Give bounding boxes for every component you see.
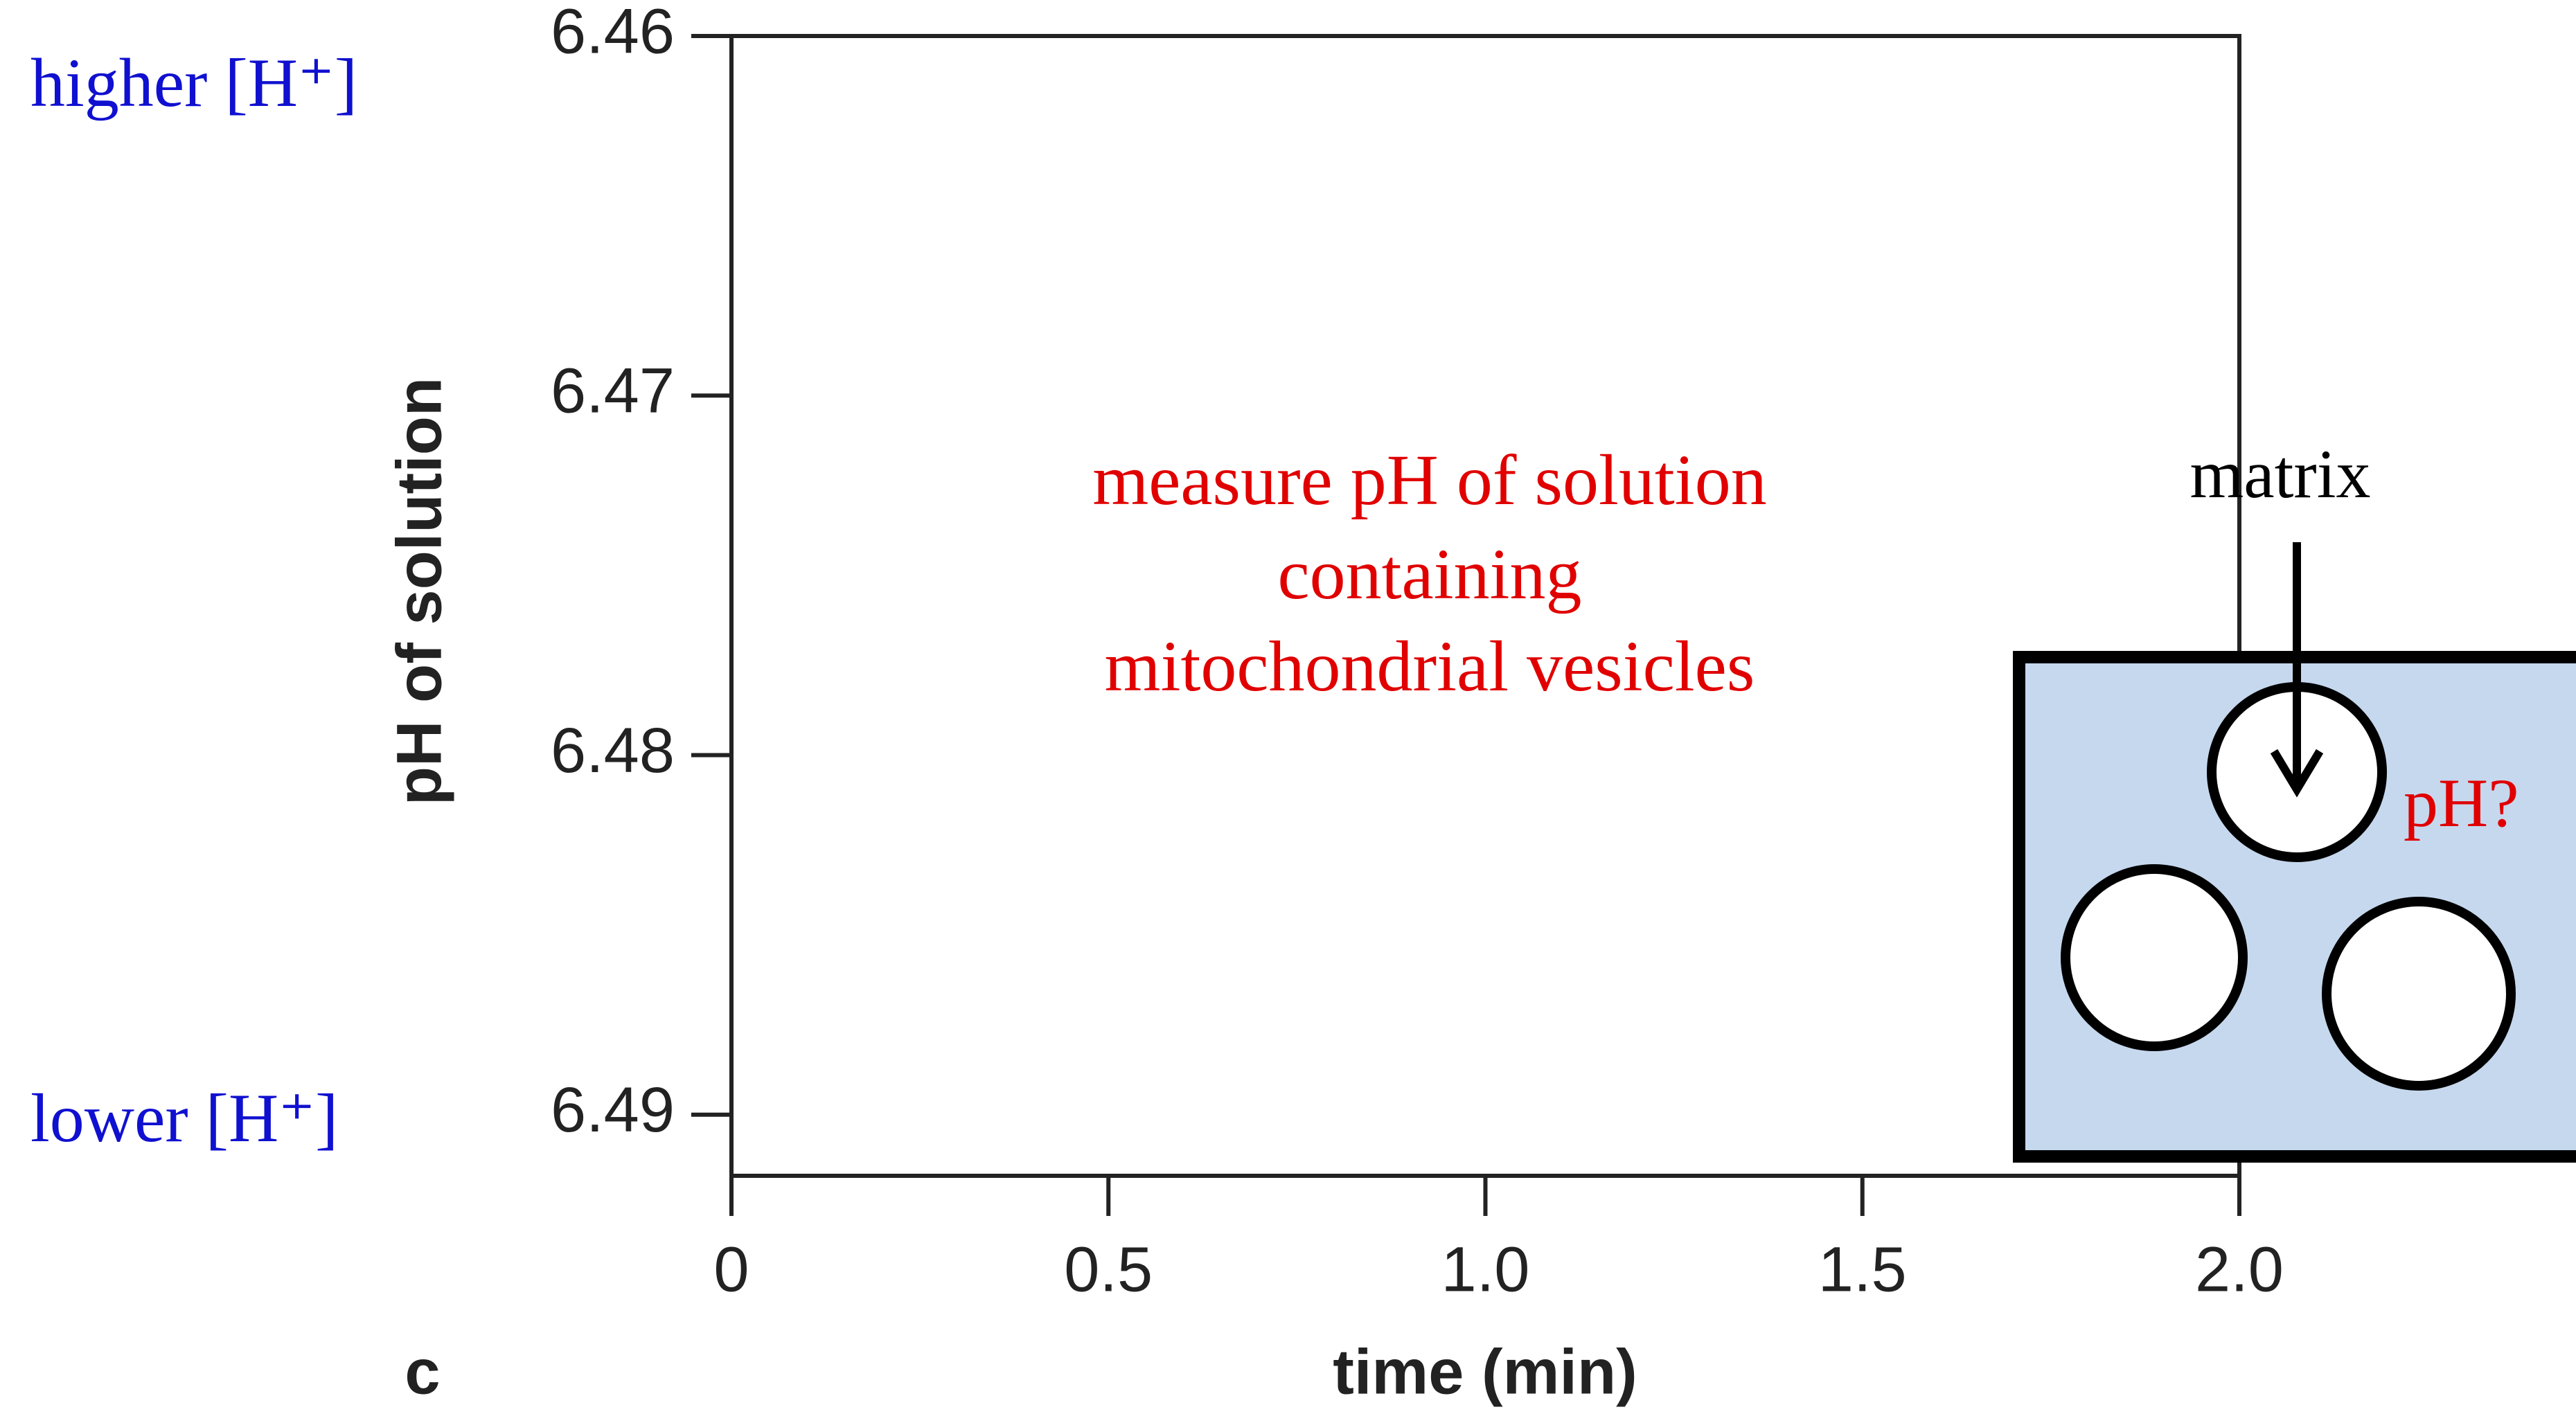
y-tick-label: 6.48 xyxy=(551,715,675,786)
x-tick-label: 0 xyxy=(713,1234,749,1305)
vesicle xyxy=(2061,864,2248,1051)
annotation: containing xyxy=(1277,535,1581,614)
annotation: matrix xyxy=(2189,436,2370,512)
y-tick-label: 6.47 xyxy=(551,356,675,427)
annotation: mitochondrial vesicles xyxy=(1105,627,1755,706)
arrow-head xyxy=(2270,749,2324,798)
annotation: pH? xyxy=(2404,764,2519,841)
panel-label: c xyxy=(405,1336,440,1407)
x-tick-label: 0.5 xyxy=(1064,1234,1153,1305)
annotation: measure pH of solution xyxy=(1092,440,1766,520)
y-axis-label: pH of solution xyxy=(384,377,454,805)
annotation: lower [H⁺] xyxy=(30,1080,338,1156)
x-tick-label: 1.5 xyxy=(1818,1234,1907,1305)
x-axis-label: time (min) xyxy=(1333,1336,1637,1407)
vesicle xyxy=(2322,897,2516,1091)
y-tick-label: 6.49 xyxy=(551,1075,675,1145)
x-tick-label: 2.0 xyxy=(2195,1234,2284,1305)
annotation: higher [H⁺] xyxy=(30,44,357,121)
y-tick-label: 6.46 xyxy=(551,0,675,66)
x-tick-label: 1.0 xyxy=(1441,1234,1530,1305)
